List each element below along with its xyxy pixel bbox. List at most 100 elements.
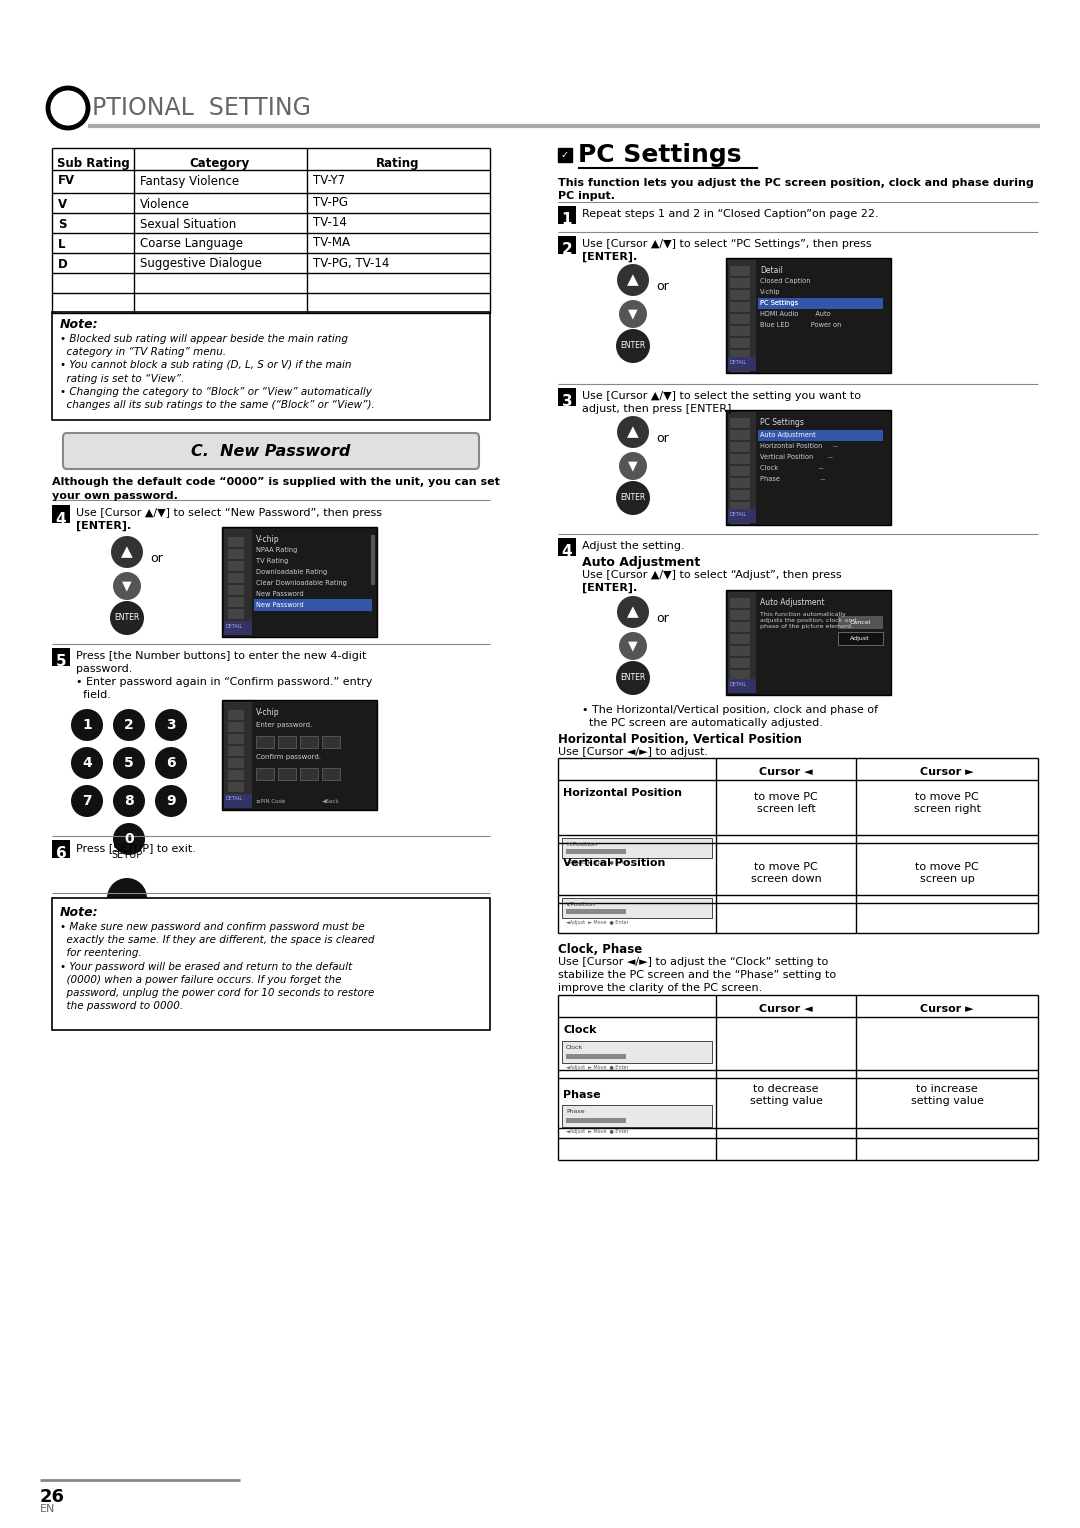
Bar (52, 898, 490, 1030)
Bar (730, 278, 750, 287)
Bar (228, 723, 244, 732)
Text: Use [Cursor ▲/▼] to select the setting you want to: Use [Cursor ▲/▼] to select the setting y… (582, 391, 861, 400)
Bar (730, 362, 750, 371)
Text: Phase: Phase (563, 1089, 600, 1100)
Text: Sexual Situation: Sexual Situation (140, 217, 237, 231)
Text: Cancel: Cancel (849, 620, 870, 625)
Text: Clock: Clock (563, 1025, 596, 1034)
Bar (256, 736, 274, 749)
Bar (730, 466, 750, 477)
Circle shape (71, 747, 103, 779)
Text: to increase
setting value: to increase setting value (910, 1083, 984, 1106)
Bar (730, 313, 750, 324)
Bar (562, 1041, 712, 1063)
Bar (730, 303, 750, 312)
Bar (726, 410, 891, 526)
Text: Violence: Violence (140, 197, 190, 211)
Text: the PC screen are automatically adjusted.: the PC screen are automatically adjusted… (582, 718, 823, 727)
Text: Auto Adjustment: Auto Adjustment (582, 556, 700, 568)
Text: DETAIL: DETAIL (226, 623, 243, 628)
Text: 5: 5 (124, 756, 134, 770)
Text: your own password.: your own password. (52, 490, 178, 501)
Text: Enter password.: Enter password. (256, 723, 312, 727)
Text: ENTER: ENTER (620, 341, 646, 350)
Bar (758, 429, 883, 442)
Circle shape (71, 785, 103, 817)
Bar (838, 616, 883, 630)
Bar (758, 298, 883, 309)
Text: ▼: ▼ (629, 640, 638, 652)
Text: Detail: Detail (760, 266, 783, 275)
Text: Downloadable Rating: Downloadable Rating (256, 568, 327, 575)
Text: Coarse Language: Coarse Language (140, 237, 243, 251)
Text: [ENTER].: [ENTER]. (76, 521, 132, 532)
Bar (222, 527, 377, 637)
Text: ◄Adjust  ► Move  ● Enter: ◄Adjust ► Move ● Enter (566, 860, 629, 865)
Circle shape (156, 709, 187, 741)
Text: TV Rating: TV Rating (256, 558, 288, 564)
Circle shape (156, 747, 187, 779)
Text: ▼: ▼ (629, 307, 638, 321)
Text: Phase: Phase (566, 1109, 584, 1114)
Text: Sub Rating: Sub Rating (57, 156, 130, 170)
Text: C.  New Password: C. New Password (191, 443, 351, 458)
Text: ◄Back: ◄Back (322, 799, 339, 804)
Bar (228, 782, 244, 792)
Bar (730, 478, 750, 487)
Bar (52, 312, 490, 420)
Bar (558, 388, 576, 406)
Text: • The Horizontal/Vertical position, clock and phase of: • The Horizontal/Vertical position, cloc… (582, 704, 878, 715)
Bar (256, 769, 274, 779)
Text: TV-MA: TV-MA (313, 237, 350, 249)
Text: Confirm password.: Confirm password. (256, 753, 321, 759)
Text: Vertical Position       --: Vertical Position -- (760, 454, 833, 460)
Circle shape (617, 416, 649, 448)
Bar (730, 490, 750, 500)
Text: 6: 6 (166, 756, 176, 770)
Bar (228, 549, 244, 559)
Text: Use [Cursor ▲/▼] to select “Adjust”, then press: Use [Cursor ▲/▼] to select “Adjust”, the… (582, 570, 841, 581)
Bar (254, 599, 372, 611)
Bar (730, 634, 750, 643)
Bar (372, 535, 375, 585)
Text: Category: Category (190, 156, 251, 170)
Text: TV-Y7: TV-Y7 (313, 174, 346, 188)
Text: 26: 26 (40, 1488, 65, 1507)
Bar (52, 648, 70, 666)
Text: PC Settings: PC Settings (760, 299, 798, 306)
Text: ▲: ▲ (121, 544, 133, 559)
Text: Cursor ►: Cursor ► (920, 767, 974, 778)
Bar (300, 736, 318, 749)
Bar (52, 504, 70, 523)
Text: DETAIL: DETAIL (730, 512, 747, 516)
Bar (730, 419, 750, 428)
Bar (562, 837, 712, 859)
Text: Although the default code “0000” is supplied with the unit, you can set: Although the default code “0000” is supp… (52, 477, 500, 487)
Text: Auto Adjustment: Auto Adjustment (760, 432, 815, 439)
Bar (730, 429, 750, 440)
Text: 4: 4 (82, 756, 92, 770)
Circle shape (107, 879, 147, 918)
Text: 4: 4 (56, 512, 66, 527)
Bar (730, 610, 750, 620)
Bar (730, 338, 750, 348)
Text: Press [the Number buttons] to enter the new 4-digit: Press [the Number buttons] to enter the … (76, 651, 366, 662)
Text: Blue LED          Power on: Blue LED Power on (760, 322, 841, 329)
Circle shape (113, 571, 141, 601)
Bar (228, 597, 244, 607)
Text: H.Position: H.Position (566, 842, 597, 847)
Text: [ENTER].: [ENTER]. (582, 584, 637, 593)
Bar (730, 669, 750, 680)
Bar (228, 536, 244, 547)
Text: TV-PG: TV-PG (313, 197, 348, 209)
Text: 3: 3 (562, 394, 572, 410)
Text: 0: 0 (124, 833, 134, 847)
Circle shape (111, 536, 143, 568)
Text: Phase                   --: Phase -- (760, 477, 825, 481)
Text: to move PC
screen up: to move PC screen up (915, 862, 978, 885)
Bar (52, 840, 70, 859)
Text: 1: 1 (82, 718, 92, 732)
Bar (228, 733, 244, 744)
Text: PC Settings: PC Settings (578, 144, 742, 167)
Text: ENTER: ENTER (620, 674, 646, 683)
